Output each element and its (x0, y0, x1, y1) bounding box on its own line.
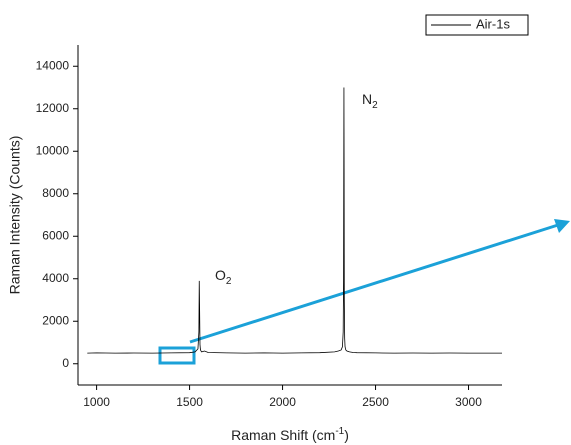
arrow-line (189, 223, 559, 344)
annotation: O2 (215, 267, 232, 287)
x-axis-label: Raman Shift (cm-1) (231, 426, 349, 443)
y-tick-label: 2000 (42, 313, 69, 327)
y-tick-label: 6000 (42, 228, 69, 242)
annotation-text: N (362, 91, 372, 107)
legend-box (425, 14, 529, 36)
data-line (87, 87, 502, 354)
x-tick-label: 2500 (362, 395, 389, 409)
annotation: N2 (362, 91, 378, 111)
annotation-sub: 2 (372, 100, 378, 111)
x-tick-label: 2000 (269, 395, 296, 409)
y-axis-label: Raman Intensity (Counts) (7, 136, 23, 295)
x-label-tail: ) (344, 427, 349, 443)
y-tick-label: 14000 (36, 58, 70, 72)
legend-label: Air-1s (476, 16, 510, 31)
x-tick-label: 3000 (455, 395, 482, 409)
annotation-sub: 2 (226, 276, 232, 287)
x-label-sup: -1 (335, 426, 344, 437)
arrow-head (554, 219, 570, 233)
y-tick-label: 4000 (42, 271, 69, 285)
highlight-box (158, 346, 196, 365)
x-tick-label: 1000 (83, 395, 110, 409)
y-tick-label: 10000 (36, 143, 70, 157)
y-tick-label: 0 (62, 356, 69, 370)
y-tick-label: 8000 (42, 186, 69, 200)
x-tick-label: 1500 (176, 395, 203, 409)
x-label-text: Raman Shift (cm (231, 427, 335, 443)
y-tick-label: 12000 (36, 101, 70, 115)
annotation-text: O (215, 267, 226, 283)
